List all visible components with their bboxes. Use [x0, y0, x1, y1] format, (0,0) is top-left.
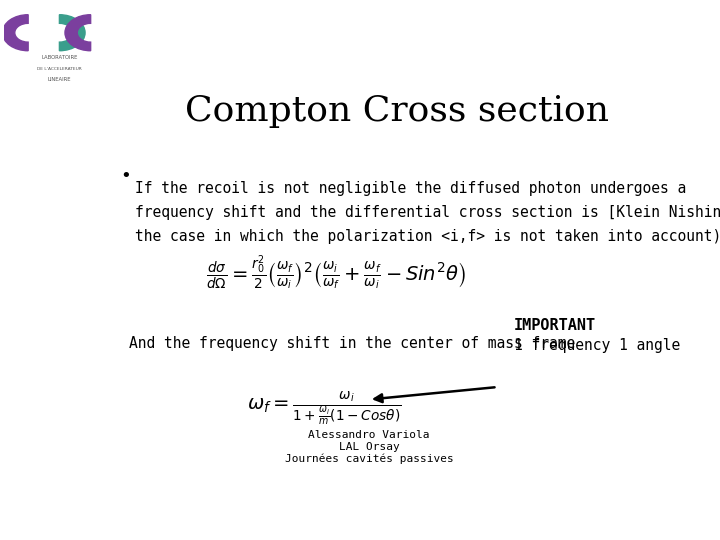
Text: frequency shift and the differential cross section is [Klein Nishina] (in: frequency shift and the differential cro… [135, 205, 720, 220]
Text: If the recoil is not negligible the diffused photon undergoes a: If the recoil is not negligible the diff… [135, 181, 686, 196]
Text: LABORATOIRE: LABORATOIRE [41, 55, 78, 60]
Text: $\frac{d\sigma}{d\Omega} = \frac{r_0^2}{2}\left(\frac{\omega_f}{\omega_i}\right): $\frac{d\sigma}{d\Omega} = \frac{r_0^2}{… [205, 253, 466, 292]
Text: LINEAIRE: LINEAIRE [48, 77, 71, 82]
Wedge shape [2, 15, 28, 51]
Text: •: • [121, 167, 132, 185]
Text: Alessandro Variola
LAL Orsay
Journées cavités passives: Alessandro Variola LAL Orsay Journées ca… [284, 430, 454, 464]
Text: IMPORTANT: IMPORTANT [514, 318, 596, 333]
Text: 1 frequency 1 angle: 1 frequency 1 angle [514, 338, 680, 353]
Text: the case in which the polarization <i,f> is not taken into account) :: the case in which the polarization <i,f>… [135, 228, 720, 244]
Wedge shape [65, 15, 91, 51]
Wedge shape [60, 15, 85, 51]
Text: DE L'ACCELERATEUR: DE L'ACCELERATEUR [37, 68, 82, 71]
Text: $\omega_f = \frac{\omega_i}{1+\frac{\omega_i}{m}\left(1-Cos\theta\right)}$: $\omega_f = \frac{\omega_i}{1+\frac{\ome… [247, 389, 402, 427]
Text: And the frequency shift in the center of mass frame: And the frequency shift in the center of… [129, 336, 575, 351]
Text: Compton Cross section: Compton Cross section [185, 94, 609, 128]
